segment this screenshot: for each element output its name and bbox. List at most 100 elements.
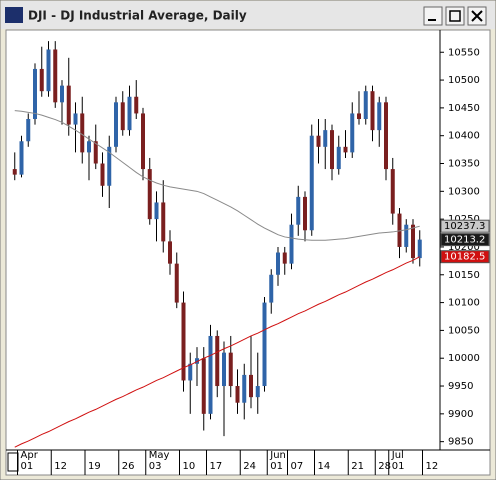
y-tick-label: 10550 bbox=[448, 47, 480, 58]
x-tick-label: 01 bbox=[392, 461, 405, 472]
price-tag bbox=[440, 233, 490, 247]
candle-body bbox=[390, 169, 395, 214]
price-tag-label: 10182.5 bbox=[444, 252, 485, 263]
y-tick-label: 10000 bbox=[448, 353, 480, 364]
close-button[interactable] bbox=[467, 6, 487, 26]
candle-body bbox=[201, 358, 206, 414]
minimize-button[interactable] bbox=[423, 6, 443, 26]
candle-body bbox=[282, 252, 287, 264]
candle-body bbox=[417, 239, 422, 259]
candle-body bbox=[235, 386, 240, 403]
y-tick-label: 10400 bbox=[448, 131, 480, 142]
y-tick-label: 10100 bbox=[448, 298, 480, 309]
candle-body bbox=[134, 96, 139, 114]
candle-body bbox=[147, 169, 152, 220]
title-bar bbox=[1, 1, 495, 29]
candle-body bbox=[73, 113, 78, 125]
x-tick-label: 07 bbox=[291, 461, 304, 472]
candle-body bbox=[255, 386, 260, 398]
candle-body bbox=[296, 196, 301, 225]
candle-body bbox=[357, 113, 361, 120]
maximize-button[interactable] bbox=[445, 6, 465, 26]
y-tick-label: 10150 bbox=[448, 270, 480, 281]
month-label: Apr bbox=[21, 450, 39, 461]
candle-body bbox=[384, 102, 388, 170]
x-tick-label: 01 bbox=[270, 461, 283, 472]
candle-body bbox=[262, 302, 267, 387]
candle-body bbox=[228, 352, 233, 387]
candle-body bbox=[350, 113, 355, 153]
candle-body bbox=[107, 146, 112, 186]
candle-body bbox=[397, 213, 402, 247]
candle-body bbox=[26, 119, 31, 142]
month-label: Jul bbox=[391, 450, 404, 461]
candle-body bbox=[168, 241, 172, 264]
y-tick-label: 10300 bbox=[448, 186, 480, 197]
candle-body bbox=[336, 146, 341, 170]
candle-body bbox=[411, 224, 415, 259]
candle-body bbox=[404, 224, 409, 247]
x-tick-label: 12 bbox=[426, 461, 439, 472]
candle-body bbox=[181, 302, 186, 381]
price-tag-label: 10213.2 bbox=[444, 235, 485, 246]
candle-body bbox=[363, 91, 368, 120]
candle-body bbox=[93, 141, 98, 164]
x-tick-label: 19 bbox=[88, 461, 101, 472]
x-tick-label: 14 bbox=[318, 461, 331, 472]
candle-body bbox=[316, 135, 321, 147]
candle-body bbox=[188, 363, 193, 381]
window-title: DJI - DJ Industrial Average, Daily bbox=[28, 9, 247, 23]
candle-body bbox=[242, 374, 247, 403]
x-tick-label: 01 bbox=[21, 461, 34, 472]
candle-body bbox=[269, 274, 274, 303]
candle-body bbox=[309, 135, 314, 231]
candle-body bbox=[100, 163, 105, 186]
candle-body bbox=[249, 374, 253, 398]
x-tick-label: 12 bbox=[54, 461, 67, 472]
candle-body bbox=[33, 68, 37, 120]
candle-body bbox=[222, 352, 226, 387]
x-tick-label: 03 bbox=[149, 461, 162, 472]
y-tick-label: 9900 bbox=[448, 409, 473, 420]
x-tick-label: 28 bbox=[378, 461, 391, 472]
moving-average-line bbox=[14, 256, 420, 448]
x-tick-label: 21 bbox=[351, 461, 364, 472]
candle-body bbox=[39, 68, 44, 92]
candle-body bbox=[154, 202, 159, 220]
candle-body bbox=[19, 141, 24, 175]
candle-body bbox=[12, 169, 17, 175]
y-tick-label: 10200 bbox=[448, 242, 480, 253]
x-tick-label: 10 bbox=[183, 461, 196, 472]
candle-body bbox=[377, 102, 382, 131]
candle-body bbox=[127, 96, 132, 131]
y-tick-label: 10500 bbox=[448, 75, 480, 86]
app-icon bbox=[5, 7, 23, 23]
candle-body bbox=[53, 49, 58, 103]
y-tick-label: 10450 bbox=[448, 103, 480, 114]
candle-body bbox=[370, 91, 375, 131]
moving-average-line bbox=[14, 110, 420, 241]
x-tick-label: 24 bbox=[243, 461, 256, 472]
candle-body bbox=[276, 252, 280, 275]
candle-body bbox=[343, 146, 348, 153]
candle-body bbox=[120, 102, 125, 131]
chart-area bbox=[5, 29, 491, 476]
candle-body bbox=[66, 85, 71, 125]
candle-body bbox=[208, 335, 213, 414]
candle-body bbox=[161, 202, 166, 242]
y-tick-label: 10250 bbox=[448, 214, 480, 225]
candle-body bbox=[114, 102, 118, 147]
candle-body bbox=[289, 224, 294, 264]
y-tick-label: 9850 bbox=[448, 437, 473, 448]
candle-body bbox=[141, 113, 145, 170]
y-tick-label: 10350 bbox=[448, 159, 480, 170]
y-tick-label: 9950 bbox=[448, 381, 473, 392]
month-label: May bbox=[149, 450, 170, 461]
y-tick-label: 10050 bbox=[448, 325, 480, 336]
x-tick-label: 26 bbox=[122, 461, 135, 472]
candle-body bbox=[46, 49, 51, 92]
price-tag bbox=[440, 219, 490, 233]
price-tag-label: 10237.3 bbox=[444, 221, 485, 232]
